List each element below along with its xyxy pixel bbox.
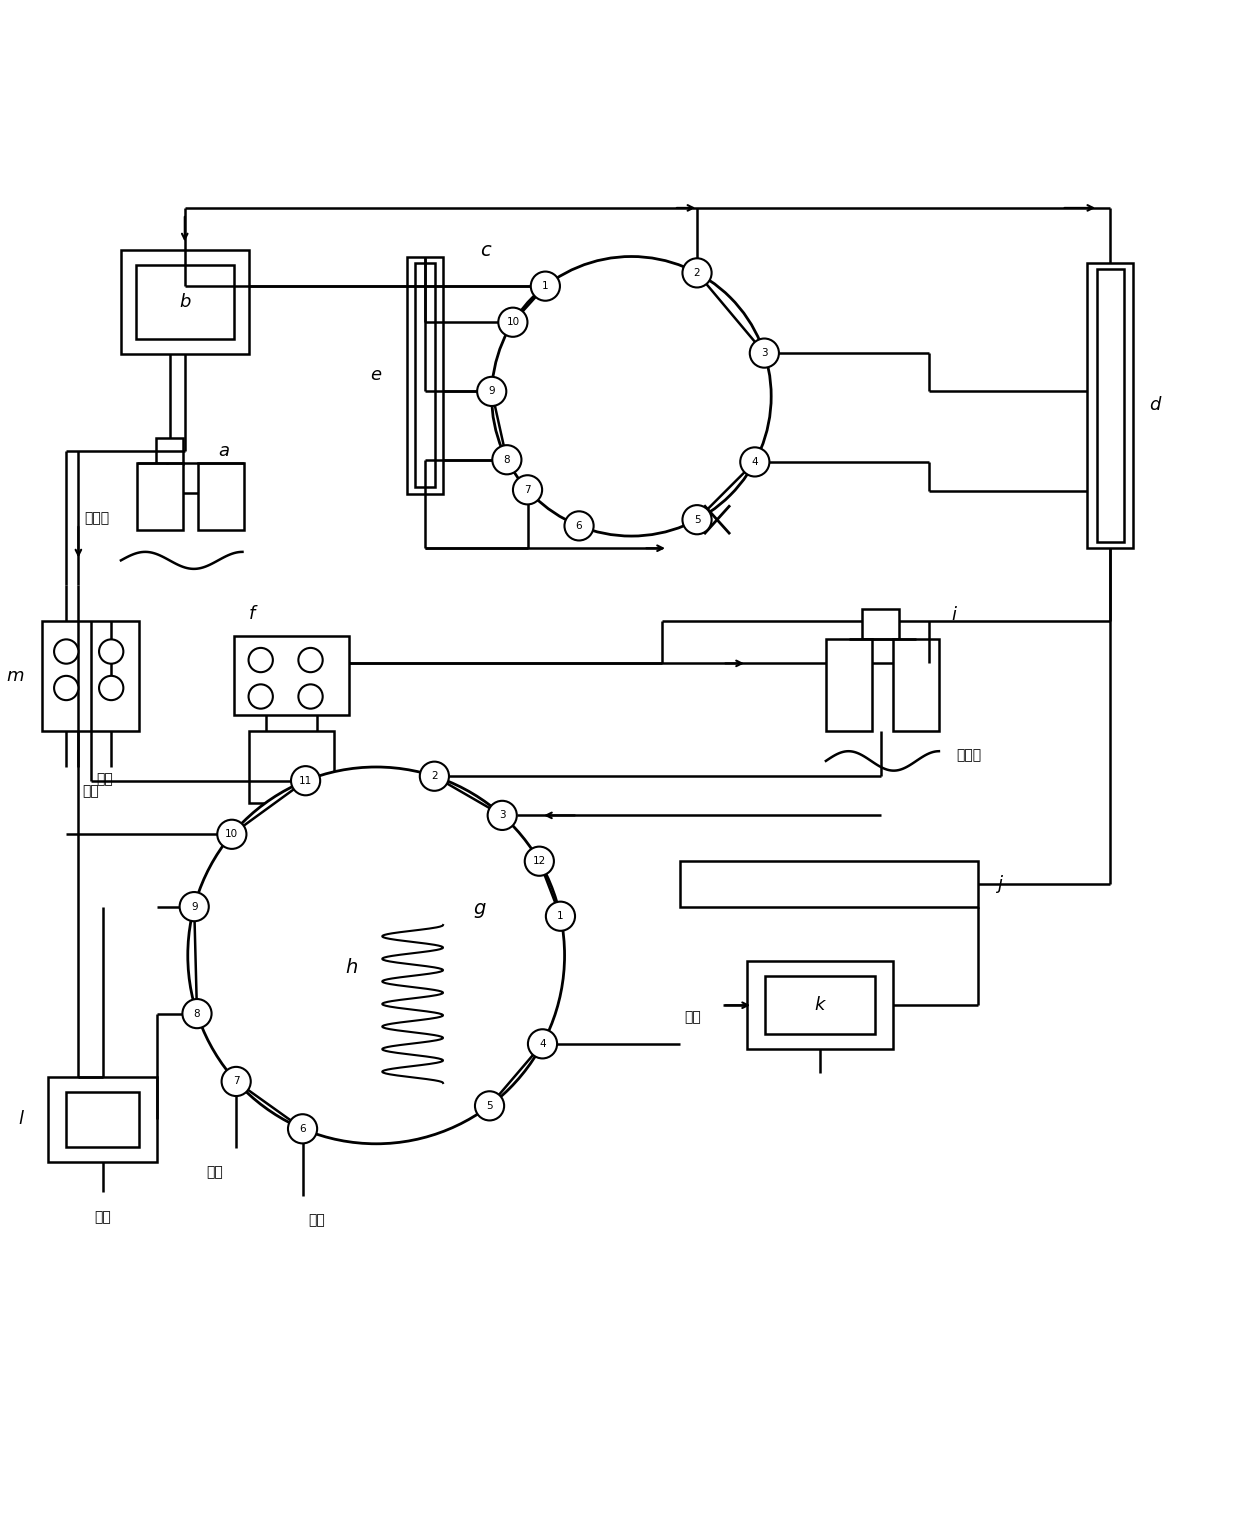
Text: 6: 6 bbox=[575, 522, 583, 531]
Circle shape bbox=[187, 767, 564, 1144]
Bar bbox=[197, 463, 244, 529]
Circle shape bbox=[498, 308, 527, 337]
Text: 4: 4 bbox=[751, 457, 758, 466]
Text: 10: 10 bbox=[226, 830, 238, 839]
Circle shape bbox=[528, 1029, 557, 1058]
Text: 2: 2 bbox=[432, 772, 438, 781]
Text: 7: 7 bbox=[233, 1077, 239, 1086]
Bar bbox=[136, 463, 184, 529]
Circle shape bbox=[492, 445, 522, 474]
Circle shape bbox=[477, 377, 506, 407]
Bar bbox=[48, 1077, 157, 1163]
Circle shape bbox=[55, 640, 78, 664]
Bar bbox=[893, 640, 939, 730]
Text: c: c bbox=[480, 241, 491, 259]
Text: 1: 1 bbox=[542, 281, 548, 291]
Circle shape bbox=[99, 676, 123, 700]
Circle shape bbox=[55, 676, 78, 700]
Text: 7: 7 bbox=[525, 485, 531, 495]
Text: j: j bbox=[997, 874, 1002, 893]
Text: 9: 9 bbox=[489, 387, 495, 396]
Text: 3: 3 bbox=[761, 348, 768, 357]
Bar bbox=[42, 621, 139, 730]
Circle shape bbox=[491, 256, 771, 535]
Text: b: b bbox=[179, 293, 191, 311]
Text: f: f bbox=[249, 604, 255, 623]
Circle shape bbox=[546, 902, 575, 931]
Circle shape bbox=[682, 505, 712, 534]
Circle shape bbox=[475, 1091, 505, 1120]
Circle shape bbox=[248, 684, 273, 709]
Circle shape bbox=[180, 893, 208, 922]
Text: 8: 8 bbox=[503, 454, 510, 465]
Text: 流动相: 流动相 bbox=[957, 749, 982, 762]
Bar bbox=[765, 976, 874, 1034]
Text: 4: 4 bbox=[539, 1039, 546, 1049]
Text: 11: 11 bbox=[299, 776, 312, 785]
Circle shape bbox=[299, 647, 322, 672]
Text: 12: 12 bbox=[533, 856, 546, 867]
Circle shape bbox=[299, 684, 322, 709]
Bar bbox=[234, 635, 350, 715]
Circle shape bbox=[513, 476, 542, 505]
Text: a: a bbox=[218, 442, 229, 460]
Text: 废液: 废液 bbox=[206, 1166, 223, 1180]
Text: 5: 5 bbox=[486, 1101, 492, 1111]
Bar bbox=[746, 962, 893, 1049]
Circle shape bbox=[288, 1114, 317, 1143]
Text: g: g bbox=[474, 899, 486, 917]
Circle shape bbox=[531, 272, 560, 301]
Circle shape bbox=[420, 762, 449, 792]
Circle shape bbox=[222, 1066, 250, 1095]
Text: 6: 6 bbox=[299, 1124, 306, 1134]
Circle shape bbox=[248, 647, 273, 672]
Text: 废液: 废液 bbox=[94, 1210, 112, 1224]
Text: 废液: 废液 bbox=[683, 1011, 701, 1025]
Bar bbox=[415, 262, 434, 488]
Text: m: m bbox=[6, 667, 24, 684]
Circle shape bbox=[750, 339, 779, 368]
Text: 8: 8 bbox=[193, 1009, 201, 1019]
Circle shape bbox=[564, 511, 594, 540]
Bar bbox=[66, 1092, 139, 1147]
Bar bbox=[407, 256, 443, 494]
Text: 5: 5 bbox=[693, 515, 701, 525]
Circle shape bbox=[487, 801, 517, 830]
Text: 9: 9 bbox=[191, 902, 197, 911]
Circle shape bbox=[740, 448, 769, 477]
Circle shape bbox=[291, 765, 320, 795]
Bar bbox=[122, 250, 248, 354]
Text: l: l bbox=[19, 1111, 24, 1129]
Text: k: k bbox=[815, 996, 825, 1014]
Circle shape bbox=[682, 258, 712, 287]
Bar bbox=[156, 437, 184, 465]
Bar bbox=[1087, 262, 1133, 548]
Text: 流动相: 流动相 bbox=[84, 511, 109, 525]
Text: 废液: 废液 bbox=[97, 772, 113, 785]
Text: d: d bbox=[1149, 396, 1161, 414]
Text: 10: 10 bbox=[506, 318, 520, 327]
Text: 2: 2 bbox=[693, 268, 701, 278]
Text: 废液: 废液 bbox=[82, 784, 99, 798]
Text: i: i bbox=[951, 606, 956, 624]
Bar bbox=[1097, 268, 1123, 542]
Bar bbox=[135, 265, 234, 339]
Text: e: e bbox=[371, 367, 382, 384]
Bar bbox=[248, 730, 334, 804]
Text: 废液: 废液 bbox=[309, 1213, 326, 1227]
Circle shape bbox=[525, 847, 554, 876]
Bar bbox=[862, 609, 899, 640]
Text: h: h bbox=[346, 959, 358, 977]
Bar bbox=[826, 640, 872, 730]
Bar bbox=[680, 861, 978, 907]
Circle shape bbox=[217, 819, 247, 848]
Circle shape bbox=[182, 999, 212, 1028]
Circle shape bbox=[99, 640, 123, 664]
Text: 3: 3 bbox=[498, 810, 506, 821]
Text: 1: 1 bbox=[557, 911, 564, 922]
